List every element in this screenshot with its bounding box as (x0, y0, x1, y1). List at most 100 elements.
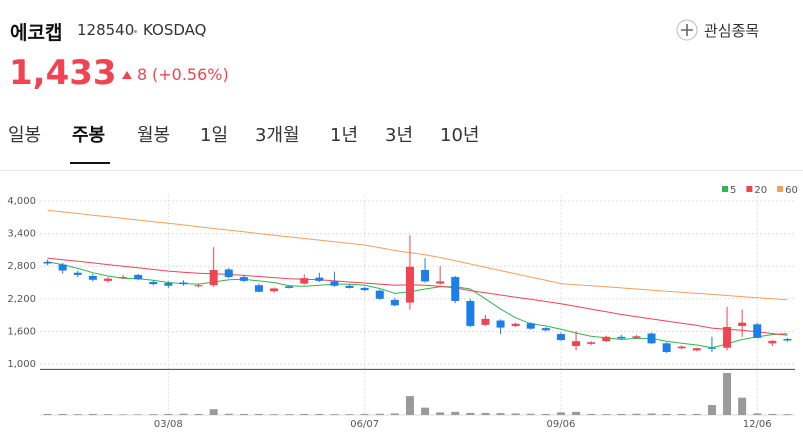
volume-bar (300, 413, 309, 415)
candle-body (783, 338, 792, 341)
volume-bar (466, 412, 475, 415)
y-tick-label: 3,400 (7, 229, 36, 240)
volume-bar (677, 413, 686, 415)
candle-body (73, 272, 82, 275)
candle-body (224, 269, 233, 278)
candle-body (88, 275, 97, 280)
candle-body (602, 336, 611, 342)
legend-label: 60 (785, 185, 798, 196)
candle-body (481, 318, 490, 325)
volume-bar (254, 413, 263, 415)
volume-bar (572, 411, 581, 415)
candle-body (119, 277, 128, 279)
tab[interactable]: 월봉 (137, 125, 171, 146)
volume-bar (738, 397, 747, 415)
ma-line (47, 209, 788, 301)
candle-body (662, 343, 671, 353)
watch-icon[interactable] (676, 19, 698, 41)
volume-bar (270, 414, 279, 415)
volume-bar (224, 413, 233, 415)
volume-bar (164, 413, 173, 415)
tab[interactable]: 주봉 (72, 125, 106, 146)
legend-swatch (722, 186, 728, 192)
volume-bar (707, 405, 716, 415)
legend-swatch (777, 186, 784, 192)
candle-body (360, 287, 369, 291)
legend-swatch (746, 186, 753, 192)
candle-body (723, 327, 732, 348)
candle-body (149, 281, 158, 285)
candle-body (375, 290, 384, 299)
candle-body (632, 336, 641, 338)
volume-bar (541, 413, 550, 415)
candle-body (647, 333, 656, 344)
change-percent: (+0.56%) (152, 65, 229, 84)
volume-bar (481, 412, 490, 415)
candle-body (768, 340, 777, 344)
candle-body (738, 322, 747, 326)
up-arrow (122, 71, 132, 79)
volume-bar (602, 414, 611, 415)
candle-body (390, 299, 399, 306)
volume-bar (511, 413, 520, 415)
volume-bar (390, 413, 399, 415)
volume-bar (330, 414, 339, 415)
volume-bar (753, 413, 762, 415)
legend-label: 5 (730, 185, 736, 196)
volume-bar (43, 413, 52, 415)
candle-body (677, 346, 686, 349)
separator (134, 30, 137, 33)
y-tick-label: 1,600 (7, 326, 36, 337)
candle-body (421, 270, 430, 282)
candle-body (617, 336, 626, 339)
x-tick-label: 03/08 (154, 419, 183, 430)
candle-body (300, 278, 309, 284)
volume-bar (587, 413, 596, 415)
candle-body (541, 328, 550, 331)
volume-bar (768, 413, 777, 415)
candle-body (103, 278, 112, 281)
volume-bar (421, 407, 430, 415)
volume-bar (285, 414, 294, 415)
volume-bar (194, 413, 203, 415)
tab[interactable]: 1년 (330, 125, 359, 146)
volume-bar (88, 413, 97, 415)
volume-bar (239, 413, 248, 415)
tab[interactable]: 3개월 (255, 125, 300, 146)
candle-body (466, 300, 475, 326)
candle-body (436, 281, 445, 284)
volume-bar (632, 413, 641, 415)
candle-body (707, 347, 716, 349)
legend-label: 20 (754, 185, 767, 196)
stock-code: 128540 (77, 21, 135, 39)
candle-body (587, 342, 596, 344)
volume-bar (179, 413, 188, 415)
candle-body (134, 274, 143, 280)
candle-body (753, 324, 762, 338)
tab[interactable]: 일봉 (8, 125, 42, 146)
change: 8 (137, 65, 148, 84)
volume-bar (617, 413, 626, 415)
divider (0, 170, 803, 171)
candle-body (511, 323, 520, 326)
candle-body (209, 270, 218, 286)
market: KOSDAQ (143, 21, 207, 39)
candle-body (164, 283, 173, 286)
stock-name: 에코캡 (10, 22, 63, 44)
price: 1,433 (9, 53, 117, 93)
ma-line (47, 261, 788, 349)
tab-underline (70, 162, 110, 164)
y-tick-label: 2,800 (7, 261, 36, 272)
candle-body (315, 277, 324, 281)
volume-bar (360, 413, 369, 415)
watch-button[interactable]: 관심종목 (704, 22, 760, 40)
volume-bar (209, 409, 218, 415)
tab[interactable]: 3년 (385, 125, 414, 146)
volume-bar (723, 373, 732, 415)
tab[interactable]: 10년 (440, 125, 480, 146)
tab[interactable]: 1일 (200, 125, 229, 146)
candle-body (285, 286, 294, 288)
candle-body (43, 261, 52, 264)
